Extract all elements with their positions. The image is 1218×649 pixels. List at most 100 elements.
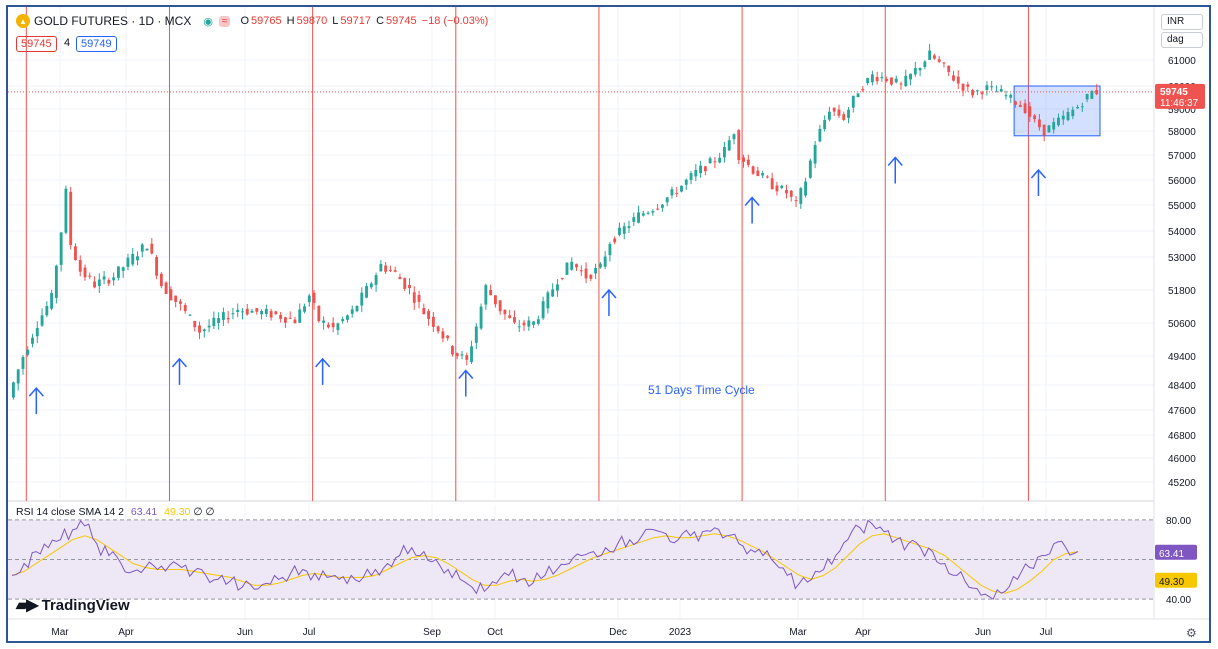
candle-body — [250, 311, 254, 313]
candle-body — [975, 90, 979, 92]
y-tick-label: 50600 — [1168, 319, 1196, 330]
candle-body — [174, 295, 178, 302]
candle-body — [1047, 125, 1051, 133]
rsi-line — [11, 519, 1079, 600]
candle-body — [641, 213, 645, 216]
candle-body — [436, 326, 440, 332]
up-arrow-icon — [315, 357, 331, 385]
candle-body — [393, 270, 397, 272]
candle-body — [618, 227, 621, 235]
candle-body — [145, 248, 149, 251]
gear-icon[interactable]: ⚙ — [1186, 626, 1197, 640]
candle-body — [1014, 101, 1017, 105]
chart-window: Mar Apr Jun Jul Sep Oct Dec 2023 Mar Apr Jun Jul 610… — [6, 5, 1211, 643]
candle-body — [770, 178, 774, 190]
candle-body — [680, 185, 683, 192]
candle-body — [584, 268, 588, 279]
rsi-sma-tag — [1155, 572, 1197, 588]
rsi-value-label: 63.41 — [1159, 549, 1184, 560]
candle-body — [350, 309, 354, 314]
candle-body — [322, 320, 326, 323]
candle-body — [88, 275, 92, 277]
candle-body — [870, 74, 874, 83]
candle-body — [928, 50, 932, 60]
x-tick-label: Apr — [855, 627, 871, 638]
symbol-legend[interactable]: ▲ GOLD FUTURES · 1D · MCX ◉ ≈ O 59765 H 59… — [16, 14, 490, 28]
candle-body — [188, 314, 192, 316]
candle-body — [713, 161, 717, 163]
candle-body — [828, 111, 831, 120]
candle-body — [603, 256, 607, 267]
countdown-label: 11:46:37 — [1160, 98, 1199, 109]
candle-body — [594, 267, 598, 274]
x-tick-label: Mar — [51, 627, 69, 638]
candle-body — [379, 263, 383, 272]
candle-body — [923, 61, 927, 67]
y-tick-label: 48400 — [1168, 381, 1196, 392]
rsi-legend[interactable]: RSI 14 close SMA 14 2 63.41 49.30 ∅ ∅ — [16, 506, 215, 518]
candle-body — [656, 208, 660, 210]
candle-body — [823, 119, 827, 130]
candle-body — [718, 157, 722, 163]
candle-body — [284, 317, 287, 323]
candle-body — [298, 309, 302, 323]
candle-body — [575, 264, 578, 268]
candle-body — [26, 349, 30, 355]
candle-body — [899, 83, 903, 85]
candle-body — [355, 305, 359, 312]
eye-icon[interactable]: ◉ — [203, 15, 213, 28]
candle-body — [517, 326, 521, 328]
x-tick-label: Mar — [789, 627, 807, 638]
sell-price-button[interactable]: 59745 — [16, 36, 57, 52]
candle-body — [116, 266, 120, 278]
candle-body — [660, 204, 664, 208]
candle-body — [808, 160, 812, 178]
tradingview-logo[interactable]: ▰▶ TradingView — [16, 596, 130, 615]
compare-icon[interactable]: ≈ — [218, 15, 231, 27]
candle-body — [723, 146, 726, 158]
buy-price-button[interactable]: 59749 — [76, 36, 117, 52]
candle-body — [255, 308, 259, 312]
candle-body — [665, 197, 669, 203]
candle-body — [503, 309, 507, 315]
candle-body — [64, 188, 68, 233]
candle-body — [627, 226, 631, 229]
candle-body — [451, 346, 454, 355]
candle-body — [570, 261, 574, 270]
y-tick-label: 46800 — [1168, 431, 1196, 442]
candle-body — [732, 134, 736, 140]
candle-body — [1095, 90, 1099, 95]
unit-select[interactable]: dag — [1161, 32, 1203, 48]
candle-body — [894, 78, 898, 83]
candle-body — [966, 84, 970, 87]
candle-body — [746, 159, 750, 165]
current-price-tag — [1155, 83, 1205, 109]
up-arrow-icon — [171, 357, 188, 385]
candle-body — [193, 321, 197, 328]
candle-body — [952, 75, 955, 81]
candle-body — [622, 226, 626, 234]
candle-body — [536, 319, 540, 324]
up-arrow-icon — [744, 196, 760, 224]
candle-body — [312, 292, 316, 303]
candle-body — [646, 212, 650, 214]
candle-body — [1080, 106, 1084, 108]
candle-body — [31, 337, 34, 344]
candle-body — [637, 212, 640, 223]
candle-body — [684, 179, 688, 185]
candle-body — [231, 313, 235, 315]
candle-body — [737, 130, 741, 160]
y-tick-label: 49400 — [1168, 352, 1196, 363]
chart-canvas[interactable]: Mar Apr Jun Jul Sep Oct Dec 2023 Mar Apr Jun Jul 610… — [8, 7, 1209, 641]
currency-select[interactable]: INR — [1161, 14, 1203, 30]
candle-body — [374, 275, 378, 285]
x-tick-label: Sep — [423, 627, 441, 638]
candle-body — [742, 157, 745, 162]
candle-body — [780, 185, 784, 188]
candle-body — [212, 317, 216, 327]
candle-body — [126, 257, 130, 267]
candle-body — [885, 79, 889, 81]
candle-body — [751, 166, 755, 174]
candle-body — [293, 319, 297, 324]
y-tick-label: 58000 — [1168, 127, 1196, 138]
